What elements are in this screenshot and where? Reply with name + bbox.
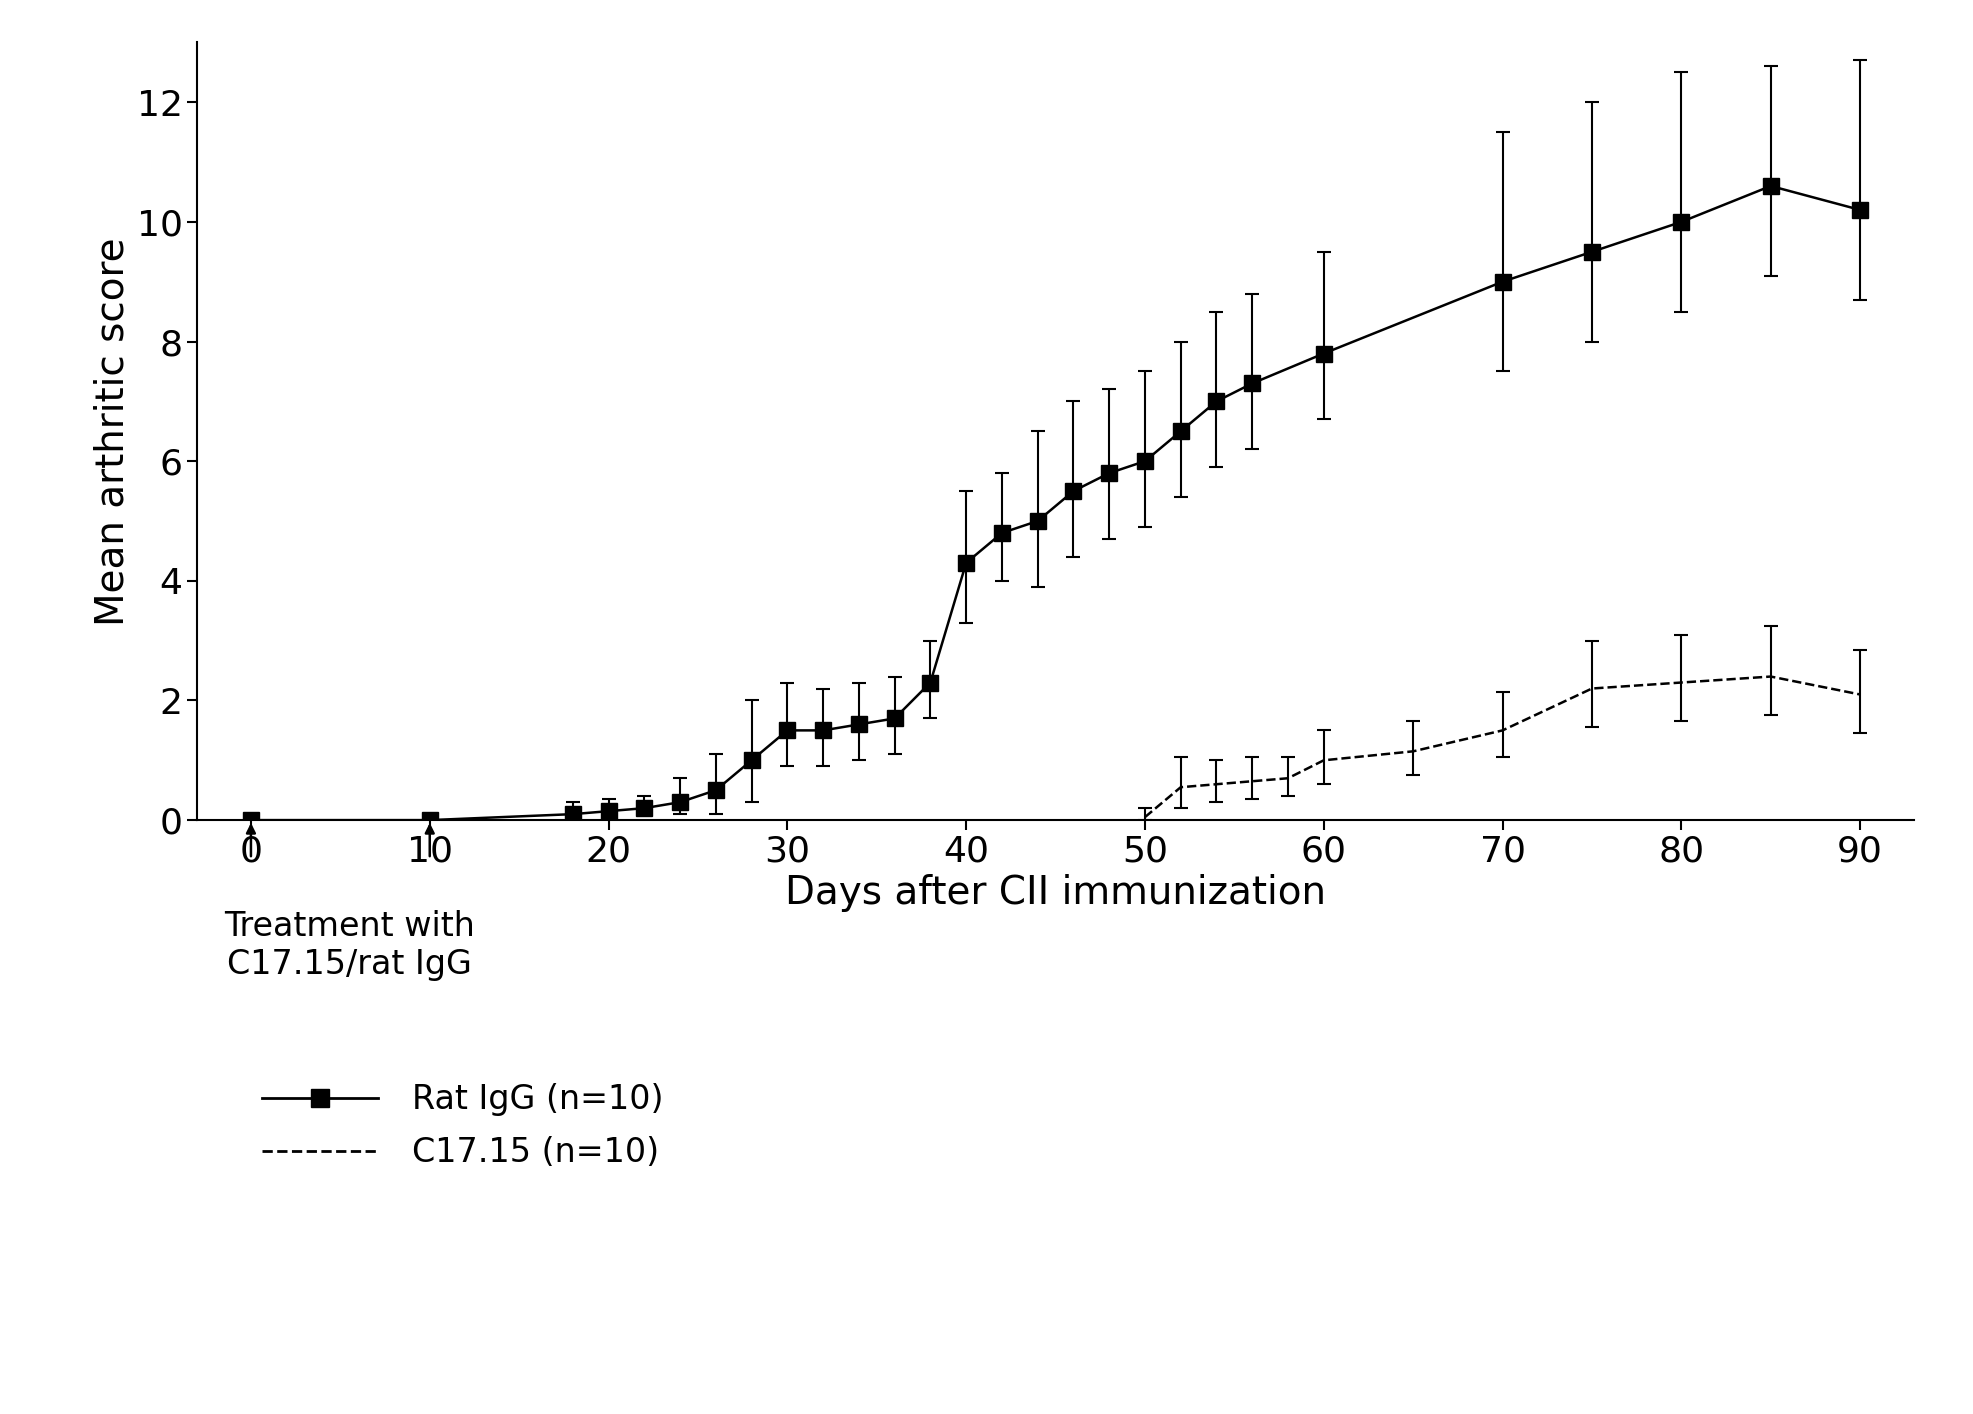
X-axis label: Days after CII immunization: Days after CII immunization bbox=[785, 874, 1326, 912]
Y-axis label: Mean arthritic score: Mean arthritic score bbox=[93, 238, 130, 625]
Text: Treatment with
C17.15/rat IgG: Treatment with C17.15/rat IgG bbox=[223, 909, 475, 981]
Legend: Rat IgG (n=10), C17.15 (n=10): Rat IgG (n=10), C17.15 (n=10) bbox=[249, 1070, 677, 1182]
